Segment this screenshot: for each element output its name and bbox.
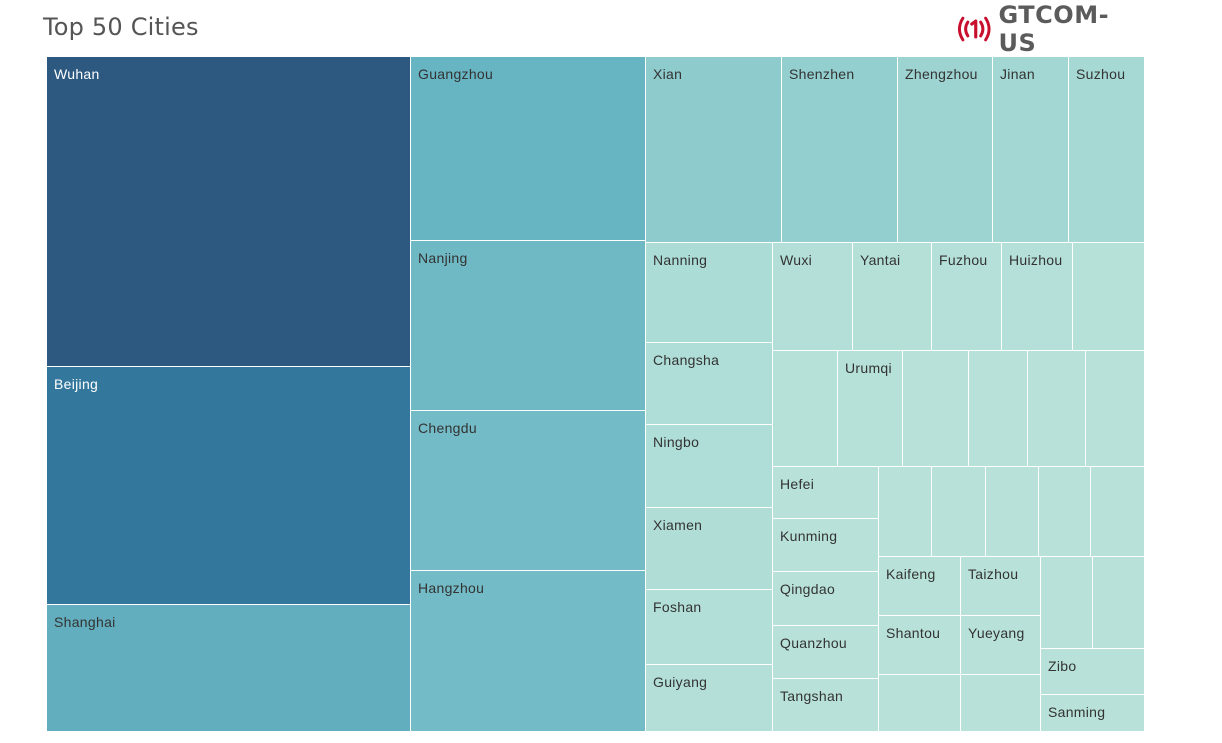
treemap-cell-urumqi[interactable]: Urumqi <box>838 351 903 467</box>
treemap-cell-quanzhou[interactable]: Quanzhou <box>773 626 879 679</box>
treemap-cell-tangshan[interactable]: Tangshan <box>773 679 879 732</box>
treemap-cell-jinan[interactable]: Jinan <box>993 57 1069 243</box>
treemap-cell-hefei[interactable]: Hefei <box>773 467 879 519</box>
treemap-cell-label: Wuxi <box>780 252 813 268</box>
treemap-cell-label: Qingdao <box>780 581 836 597</box>
treemap-cell-unlabeled-26[interactable] <box>969 351 1028 467</box>
treemap-cell-unlabeled-28[interactable] <box>1086 351 1145 467</box>
treemap-cell-unlabeled-45[interactable] <box>1041 557 1093 649</box>
treemap-cell-label: Shenzhen <box>789 66 855 82</box>
treemap-cell-shenzhen[interactable]: Shenzhen <box>782 57 898 243</box>
treemap-cell-label: Fuzhou <box>939 252 988 268</box>
treemap-cell-label: Guiyang <box>653 674 708 690</box>
treemap-cell-label: Nanning <box>653 252 708 268</box>
treemap-cell-guangzhou[interactable]: Guangzhou <box>411 57 646 241</box>
treemap-cell-nanning[interactable]: Nanning <box>646 243 773 343</box>
treemap-cell-label: Sanming <box>1048 704 1106 720</box>
treemap-cell-shanghai[interactable]: Shanghai <box>47 605 411 732</box>
treemap-cell-unlabeled-31[interactable] <box>932 467 986 557</box>
treemap-cell-label: Hefei <box>780 476 815 492</box>
treemap-cell-yueyang[interactable]: Yueyang <box>961 616 1041 675</box>
treemap-cell-unlabeled-33[interactable] <box>1039 467 1091 557</box>
treemap-cell-yantai[interactable]: Yantai <box>853 243 932 351</box>
treemap-cell-taizhou[interactable]: Taizhou <box>961 557 1041 616</box>
treemap-cell-label: Kunming <box>780 528 838 544</box>
treemap-cell-foshan[interactable]: Foshan <box>646 590 773 665</box>
treemap-cell-xiamen[interactable]: Xiamen <box>646 508 773 590</box>
treemap-cell-label: Urumqi <box>845 360 892 376</box>
treemap-cell-label: Chengdu <box>418 420 477 436</box>
treemap-cell-label: Jinan <box>1000 66 1035 82</box>
treemap-cell-fuzhou[interactable]: Fuzhou <box>932 243 1002 351</box>
signal-waves-icon <box>957 16 991 42</box>
treemap-cell-huizhou[interactable]: Huizhou <box>1002 243 1073 351</box>
treemap-cell-unlabeled-43[interactable] <box>879 675 961 732</box>
treemap-cell-beijing[interactable]: Beijing <box>47 367 411 605</box>
treemap-cell-label: Changsha <box>653 352 720 368</box>
treemap-cell-changsha[interactable]: Changsha <box>646 343 773 425</box>
treemap-cell-unlabeled-27[interactable] <box>1028 351 1086 467</box>
treemap-cell-label: Foshan <box>653 599 702 615</box>
treemap-cell-label: Kaifeng <box>886 566 936 582</box>
treemap-cell-label: Yueyang <box>968 625 1025 641</box>
treemap-cell-label: Shanghai <box>54 614 116 630</box>
treemap-cell-label: Taizhou <box>968 566 1019 582</box>
treemap-cell-unlabeled-46[interactable] <box>1093 557 1145 649</box>
treemap-cell-kunming[interactable]: Kunming <box>773 519 879 572</box>
treemap-cell-unlabeled-23[interactable] <box>773 351 838 467</box>
treemap-cell-unlabeled-22[interactable] <box>1073 243 1145 351</box>
treemap-cell-kaifeng[interactable]: Kaifeng <box>879 557 961 616</box>
treemap-cell-label: Zibo <box>1048 658 1077 674</box>
treemap-cell-label: Ningbo <box>653 434 700 450</box>
treemap-cell-label: Shantou <box>886 625 941 641</box>
logo-text: GTCOM-US <box>998 1 1110 57</box>
treemap-cell-label: Wuhan <box>54 66 100 82</box>
treemap-cell-label: Tangshan <box>780 688 844 704</box>
treemap-cell-label: Xian <box>653 66 683 82</box>
treemap-cell-suzhou[interactable]: Suzhou <box>1069 57 1145 243</box>
treemap-cell-zibo[interactable]: Zibo <box>1041 649 1145 695</box>
treemap-cell-nanjing[interactable]: Nanjing <box>411 241 646 411</box>
treemap-cell-xian[interactable]: Xian <box>646 57 782 243</box>
treemap-cell-wuxi[interactable]: Wuxi <box>773 243 853 351</box>
treemap-cell-sanming[interactable]: Sanming <box>1041 695 1145 732</box>
treemap-cell-label: Suzhou <box>1076 66 1126 82</box>
treemap-cell-label: Quanzhou <box>780 635 848 651</box>
treemap-cell-label: Guangzhou <box>418 66 494 82</box>
treemap-cell-label: Beijing <box>54 376 99 392</box>
treemap-cell-qingdao[interactable]: Qingdao <box>773 572 879 626</box>
treemap-cell-guiyang[interactable]: Guiyang <box>646 665 773 732</box>
treemap-cell-unlabeled-25[interactable] <box>903 351 969 467</box>
treemap-cell-hangzhou[interactable]: Hangzhou <box>411 571 646 732</box>
chart-title: Top 50 Cities <box>43 13 199 41</box>
treemap-cell-label: Huizhou <box>1009 252 1063 268</box>
treemap-cell-unlabeled-44[interactable] <box>961 675 1041 732</box>
treemap-cell-zhengzhou[interactable]: Zhengzhou <box>898 57 993 243</box>
treemap-cell-wuhan[interactable]: Wuhan <box>47 57 411 367</box>
gtcom-logo: GTCOM-US <box>955 1 1145 57</box>
treemap-cell-label: Hangzhou <box>418 580 485 596</box>
treemap-cell-label: Zhengzhou <box>905 66 978 82</box>
treemap-cell-label: Xiamen <box>653 517 703 533</box>
treemap-cell-shantou[interactable]: Shantou <box>879 616 961 675</box>
treemap-cell-unlabeled-32[interactable] <box>986 467 1039 557</box>
treemap-cell-ningbo[interactable]: Ningbo <box>646 425 773 508</box>
treemap-cell-label: Nanjing <box>418 250 468 266</box>
treemap-cell-label: Yantai <box>860 252 901 268</box>
treemap-cell-chengdu[interactable]: Chengdu <box>411 411 646 571</box>
treemap-cell-unlabeled-30[interactable] <box>879 467 932 557</box>
treemap-cell-unlabeled-34[interactable] <box>1091 467 1145 557</box>
